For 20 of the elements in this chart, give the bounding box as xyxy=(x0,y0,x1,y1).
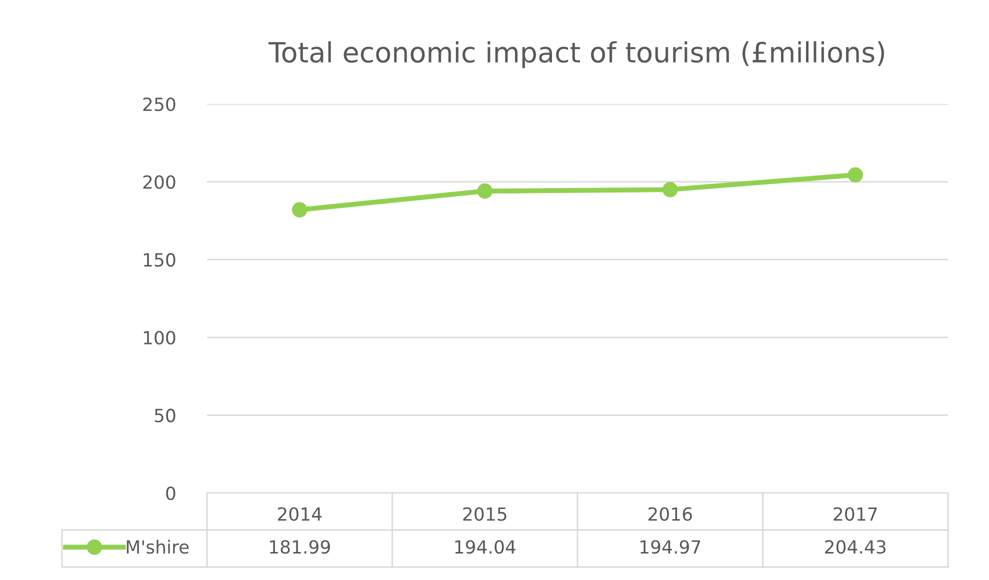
x-tick-label: 2016 xyxy=(648,507,692,521)
data-label: 194.97 xyxy=(640,540,700,554)
data-label: 181.99 xyxy=(270,540,330,554)
legend-label: M'shire xyxy=(126,540,189,554)
chart-title: Total economic impact of tourism (£millions) xyxy=(268,41,884,68)
data-label: 194.04 xyxy=(455,540,516,554)
point xyxy=(477,183,493,199)
y-tick-label: 250 xyxy=(143,97,176,112)
point xyxy=(848,167,864,183)
x-tick-label: 2017 xyxy=(834,507,877,521)
x-tick-label: 2015 xyxy=(463,507,506,521)
x-tick-label: 2014 xyxy=(278,507,322,521)
y-tick-label: 100 xyxy=(144,330,176,345)
y-tick-label: 200 xyxy=(143,175,176,189)
point xyxy=(292,202,308,218)
data-label: 204.43 xyxy=(825,540,886,554)
y-tick-label: 150 xyxy=(144,253,176,267)
y-tick-label: 50 xyxy=(154,408,176,422)
y-tick-label: 0 xyxy=(166,486,176,500)
point xyxy=(662,182,678,198)
